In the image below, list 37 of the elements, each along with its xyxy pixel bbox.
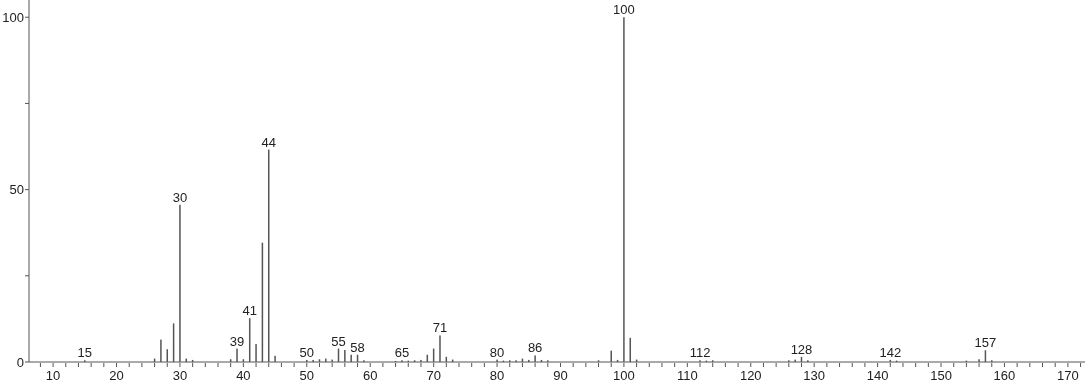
x-tick-label: 120 — [739, 368, 762, 383]
annotation: 44 — [261, 134, 276, 150]
annotation: 86 — [527, 340, 543, 356]
x-tick-label: 140 — [866, 368, 889, 383]
x-tick-label: 50 — [299, 368, 315, 383]
x-tick-label: 150 — [930, 368, 952, 383]
annotation: 30 — [172, 189, 188, 205]
x-tick-label: 110 — [676, 368, 698, 383]
x-tick-label: 10 — [45, 368, 61, 383]
annotation: 80 — [489, 344, 505, 360]
y-tick-label: 0 — [16, 354, 24, 370]
y-tick-label: 50 — [9, 182, 24, 198]
x-tick-label: 30 — [172, 368, 188, 383]
annotation: 100 — [613, 2, 635, 18]
x-tick-label: 130 — [803, 368, 826, 383]
x-tick-label: 90 — [553, 368, 568, 383]
y-tick-label: 100 — [2, 9, 24, 25]
x-tick-label: 60 — [362, 368, 378, 383]
annotation: 157 — [974, 335, 997, 351]
annotation: 15 — [77, 345, 93, 361]
annotation: 65 — [394, 345, 410, 361]
annotation: 112 — [689, 345, 711, 361]
x-tick-label: 160 — [993, 368, 1016, 383]
x-tick-label: 80 — [489, 368, 505, 383]
annotation: 71 — [432, 320, 448, 336]
x-tick-label: 20 — [109, 368, 124, 383]
x-tick-label: 40 — [236, 368, 251, 383]
annotation: 142 — [879, 344, 902, 360]
x-tick-label: 170 — [1057, 368, 1079, 383]
annotation: 50 — [299, 344, 315, 360]
annotation: 39 — [229, 333, 245, 349]
annotation: 58 — [350, 339, 365, 355]
annotation: 55 — [331, 333, 346, 349]
x-tick-label: 70 — [426, 368, 441, 383]
x-tick-label: 100 — [613, 368, 635, 383]
annotation: 41 — [242, 303, 257, 319]
annotation: 128 — [790, 341, 813, 357]
